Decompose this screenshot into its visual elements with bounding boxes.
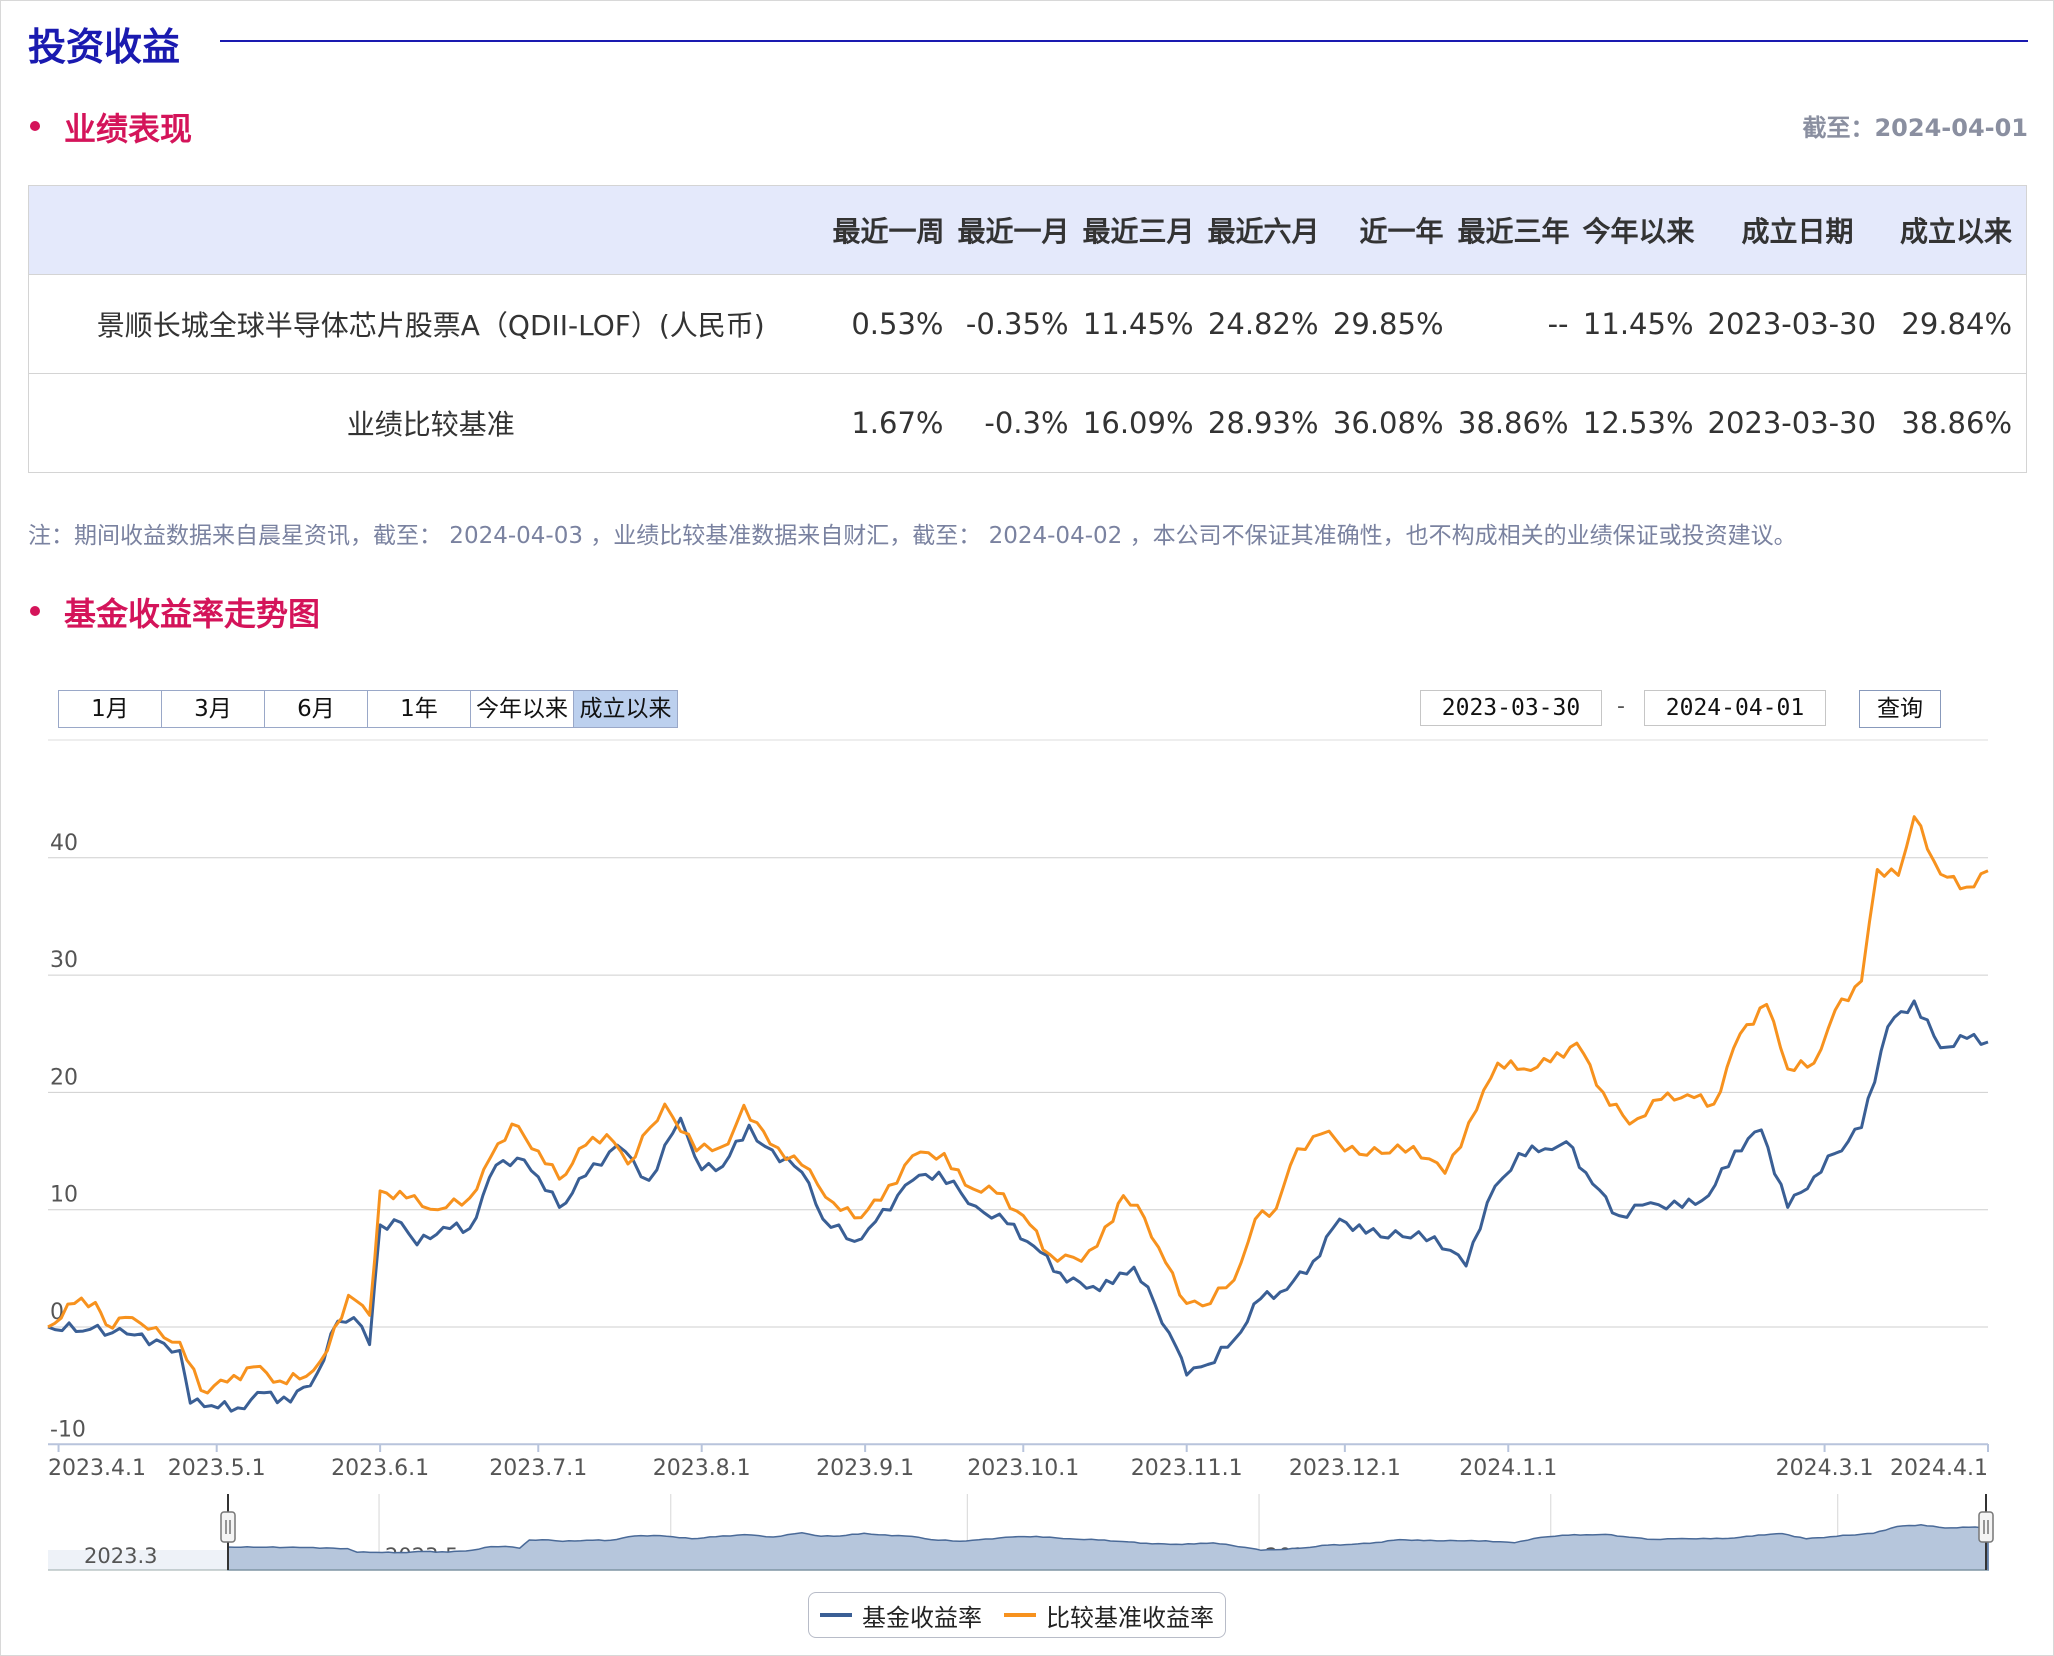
range-button-6m[interactable]: 6月 <box>265 691 368 727</box>
table-cell: -- <box>1457 274 1583 374</box>
table-row: 业绩比较基准 1.67% -0.3% 16.09% 28.93% 36.08% … <box>28 373 2027 473</box>
table-cell: 29.84% <box>1867 274 2027 374</box>
x-tick-label: 2023.4.1 <box>48 1456 146 1481</box>
x-tick-label: 2023.7.1 <box>489 1456 587 1481</box>
y-tick-label: -10 <box>50 1417 86 1442</box>
table-cell: 2023-03-30 <box>1707 274 1876 374</box>
trend-section-title: 基金收益率走势图 <box>64 595 321 633</box>
column-header: 今年以来 <box>1582 185 1708 275</box>
x-tick-label: 2023.9.1 <box>816 1456 914 1481</box>
navigator-right-handle[interactable] <box>1978 1511 1994 1543</box>
legend-item-fund[interactable]: 基金收益率 <box>820 1598 982 1633</box>
x-tick-label: 2023.8.1 <box>653 1456 751 1481</box>
range-button-ytd[interactable]: 今年以来 <box>471 691 574 727</box>
x-tick-label: 2023.12.1 <box>1289 1456 1401 1481</box>
table-cell: 16.09% <box>1082 373 1208 473</box>
column-header: 最近六月 <box>1207 185 1333 275</box>
legend-label-fund: 基金收益率 <box>862 1603 982 1632</box>
disclaimer-note: 注：期间收益数据来自晨星资讯，截至： 2024-04-03 ，业绩比较基准数据来… <box>28 523 1797 549</box>
navigator-area <box>227 1524 1989 1571</box>
gridlines <box>48 739 1988 1446</box>
benchmark-return-line <box>47 815 1989 1395</box>
fund-name-cell: 景顺长城全球半导体芯片股票A（QDII-LOF）(人民币) <box>28 274 833 374</box>
x-axis-ticks: 2023.4.1 2023.5.1 2023.6.1 2023.7.1 2023.8.1… <box>48 1444 1989 1481</box>
date-to-input[interactable] <box>1644 690 1826 726</box>
y-tick-label: 40 <box>50 831 78 856</box>
benchmark-name-cell: 业绩比较基准 <box>28 373 833 473</box>
date-from-input[interactable] <box>1420 690 1602 726</box>
x-tick-label: 2024.4.1 <box>1890 1456 1988 1481</box>
legend-label-benchmark: 比较基准收益率 <box>1046 1603 1214 1632</box>
table-cell: 0.53% <box>832 274 958 374</box>
performance-section-title: 业绩表现 <box>64 110 193 148</box>
x-tick-label: 2023.5.1 <box>168 1456 266 1481</box>
table-header-row: 最近一周 最近一月 最近三月 最近六月 近一年 最近三年 今年以来 成立日期 成… <box>28 185 2027 275</box>
title-rule <box>220 40 2028 42</box>
table-cell: 1.67% <box>832 373 958 473</box>
fund-return-line <box>47 999 1989 1413</box>
performance-table: 最近一周 最近一月 最近三月 最近六月 近一年 最近三年 今年以来 成立日期 成… <box>28 185 2027 473</box>
column-header: 最近一月 <box>957 185 1083 275</box>
fund-line-swatch <box>820 1613 852 1617</box>
benchmark-line-swatch <box>1004 1613 1036 1617</box>
column-header: 最近三月 <box>1082 185 1208 275</box>
x-tick-label: 2023.10.1 <box>967 1456 1079 1481</box>
x-tick-label: 2024.1.1 <box>1459 1456 1557 1481</box>
table-cell: 12.53% <box>1582 373 1708 473</box>
table-cell: 2023-03-30 <box>1707 373 1876 473</box>
range-selector: 1月 3月 6月 1年 今年以来 成立以来 <box>58 690 678 728</box>
column-header: 最近一周 <box>832 185 958 275</box>
table-cell: 36.08% <box>1332 373 1458 473</box>
column-header: 最近三年 <box>1457 185 1583 275</box>
section-bullet <box>30 606 40 616</box>
column-header: 成立日期 <box>1707 185 1868 275</box>
table-cell: 11.45% <box>1582 274 1708 374</box>
table-cell: 38.86% <box>1867 373 2027 473</box>
column-header-fund <box>28 185 833 275</box>
column-header: 成立以来 <box>1867 185 2027 275</box>
range-button-1y[interactable]: 1年 <box>368 691 471 727</box>
range-button-3m[interactable]: 3月 <box>162 691 265 727</box>
x-tick-label: 2023.6.1 <box>331 1456 429 1481</box>
chart-series <box>47 815 1989 1413</box>
table-cell: 29.85% <box>1332 274 1458 374</box>
chart-legend: 基金收益率 比较基准收益率 <box>808 1592 1226 1638</box>
table-cell: -0.3% <box>957 373 1083 473</box>
table-cell: -0.35% <box>957 274 1083 374</box>
table-cell: 24.82% <box>1207 274 1333 374</box>
y-tick-label: 20 <box>50 1065 78 1090</box>
navigator-left-handle[interactable] <box>220 1511 236 1543</box>
page-title: 投资收益 <box>28 25 181 69</box>
table-cell: 11.45% <box>1082 274 1208 374</box>
date-separator: - <box>1617 694 1625 719</box>
table-cell: 28.93% <box>1207 373 1333 473</box>
section-bullet <box>30 121 40 131</box>
range-button-since-inception[interactable]: 成立以来 <box>574 691 677 727</box>
table-row: 景顺长城全球半导体芯片股票A（QDII-LOF）(人民币) 0.53% -0.3… <box>28 274 2027 374</box>
y-tick-label: 30 <box>50 948 78 973</box>
legend-item-benchmark[interactable]: 比较基准收益率 <box>1004 1598 1214 1633</box>
range-navigator[interactable]: 2023.32023.52023.72023.92023.112024.1202… <box>48 1494 1994 1571</box>
query-button[interactable]: 查询 <box>1859 690 1941 728</box>
as-of-date: 截至：2024-04-01 <box>1802 114 2028 142</box>
navigator-label: 2023.3 <box>84 1544 157 1568</box>
x-tick-label: 2024.3.1 <box>1776 1456 1874 1481</box>
range-button-1m[interactable]: 1月 <box>59 691 162 727</box>
x-tick-label: 2023.11.1 <box>1131 1456 1243 1481</box>
column-header: 近一年 <box>1332 185 1458 275</box>
y-tick-label: 10 <box>50 1183 78 1208</box>
navigator-unselected-area <box>48 1550 228 1570</box>
table-cell: 38.86% <box>1457 373 1583 473</box>
